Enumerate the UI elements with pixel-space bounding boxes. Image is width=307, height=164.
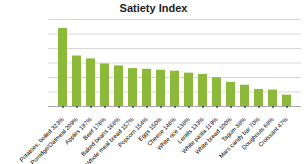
svg-text:Potatoes, boiled 323%: Potatoes, boiled 323% (18, 116, 66, 163)
svg-text:Beef 176%: Beef 176% (82, 116, 108, 142)
svg-text:Lentils 133%: Lentils 133% (176, 116, 206, 145)
svg-text:Tagum 88%: Tagum 88% (220, 116, 248, 143)
svg-text:Eggs 150%: Eggs 150% (137, 116, 164, 143)
svg-text:Popcorn 154%: Popcorn 154% (117, 116, 150, 149)
svg-text:Cheese 146%: Cheese 146% (146, 116, 178, 148)
svg-text:Doughnuts 68%: Doughnuts 68% (240, 116, 276, 151)
svg-text:Baked beans 168%: Baked beans 168% (80, 116, 122, 158)
html-text:Satiety Index: Satiety Index (119, 2, 188, 14)
svg-text:White bread 100%: White bread 100% (193, 116, 234, 156)
svg-text:Mars candy bar 70%: Mars candy bar 70% (217, 116, 262, 160)
svg-text:White rice 138%: White rice 138% (155, 116, 192, 152)
svg-text:White pasta 119%: White pasta 119% (180, 116, 220, 155)
svg-text:Apples 197%: Apples 197% (63, 116, 94, 146)
svg-text:Croissant 47%: Croissant 47% (257, 116, 289, 148)
